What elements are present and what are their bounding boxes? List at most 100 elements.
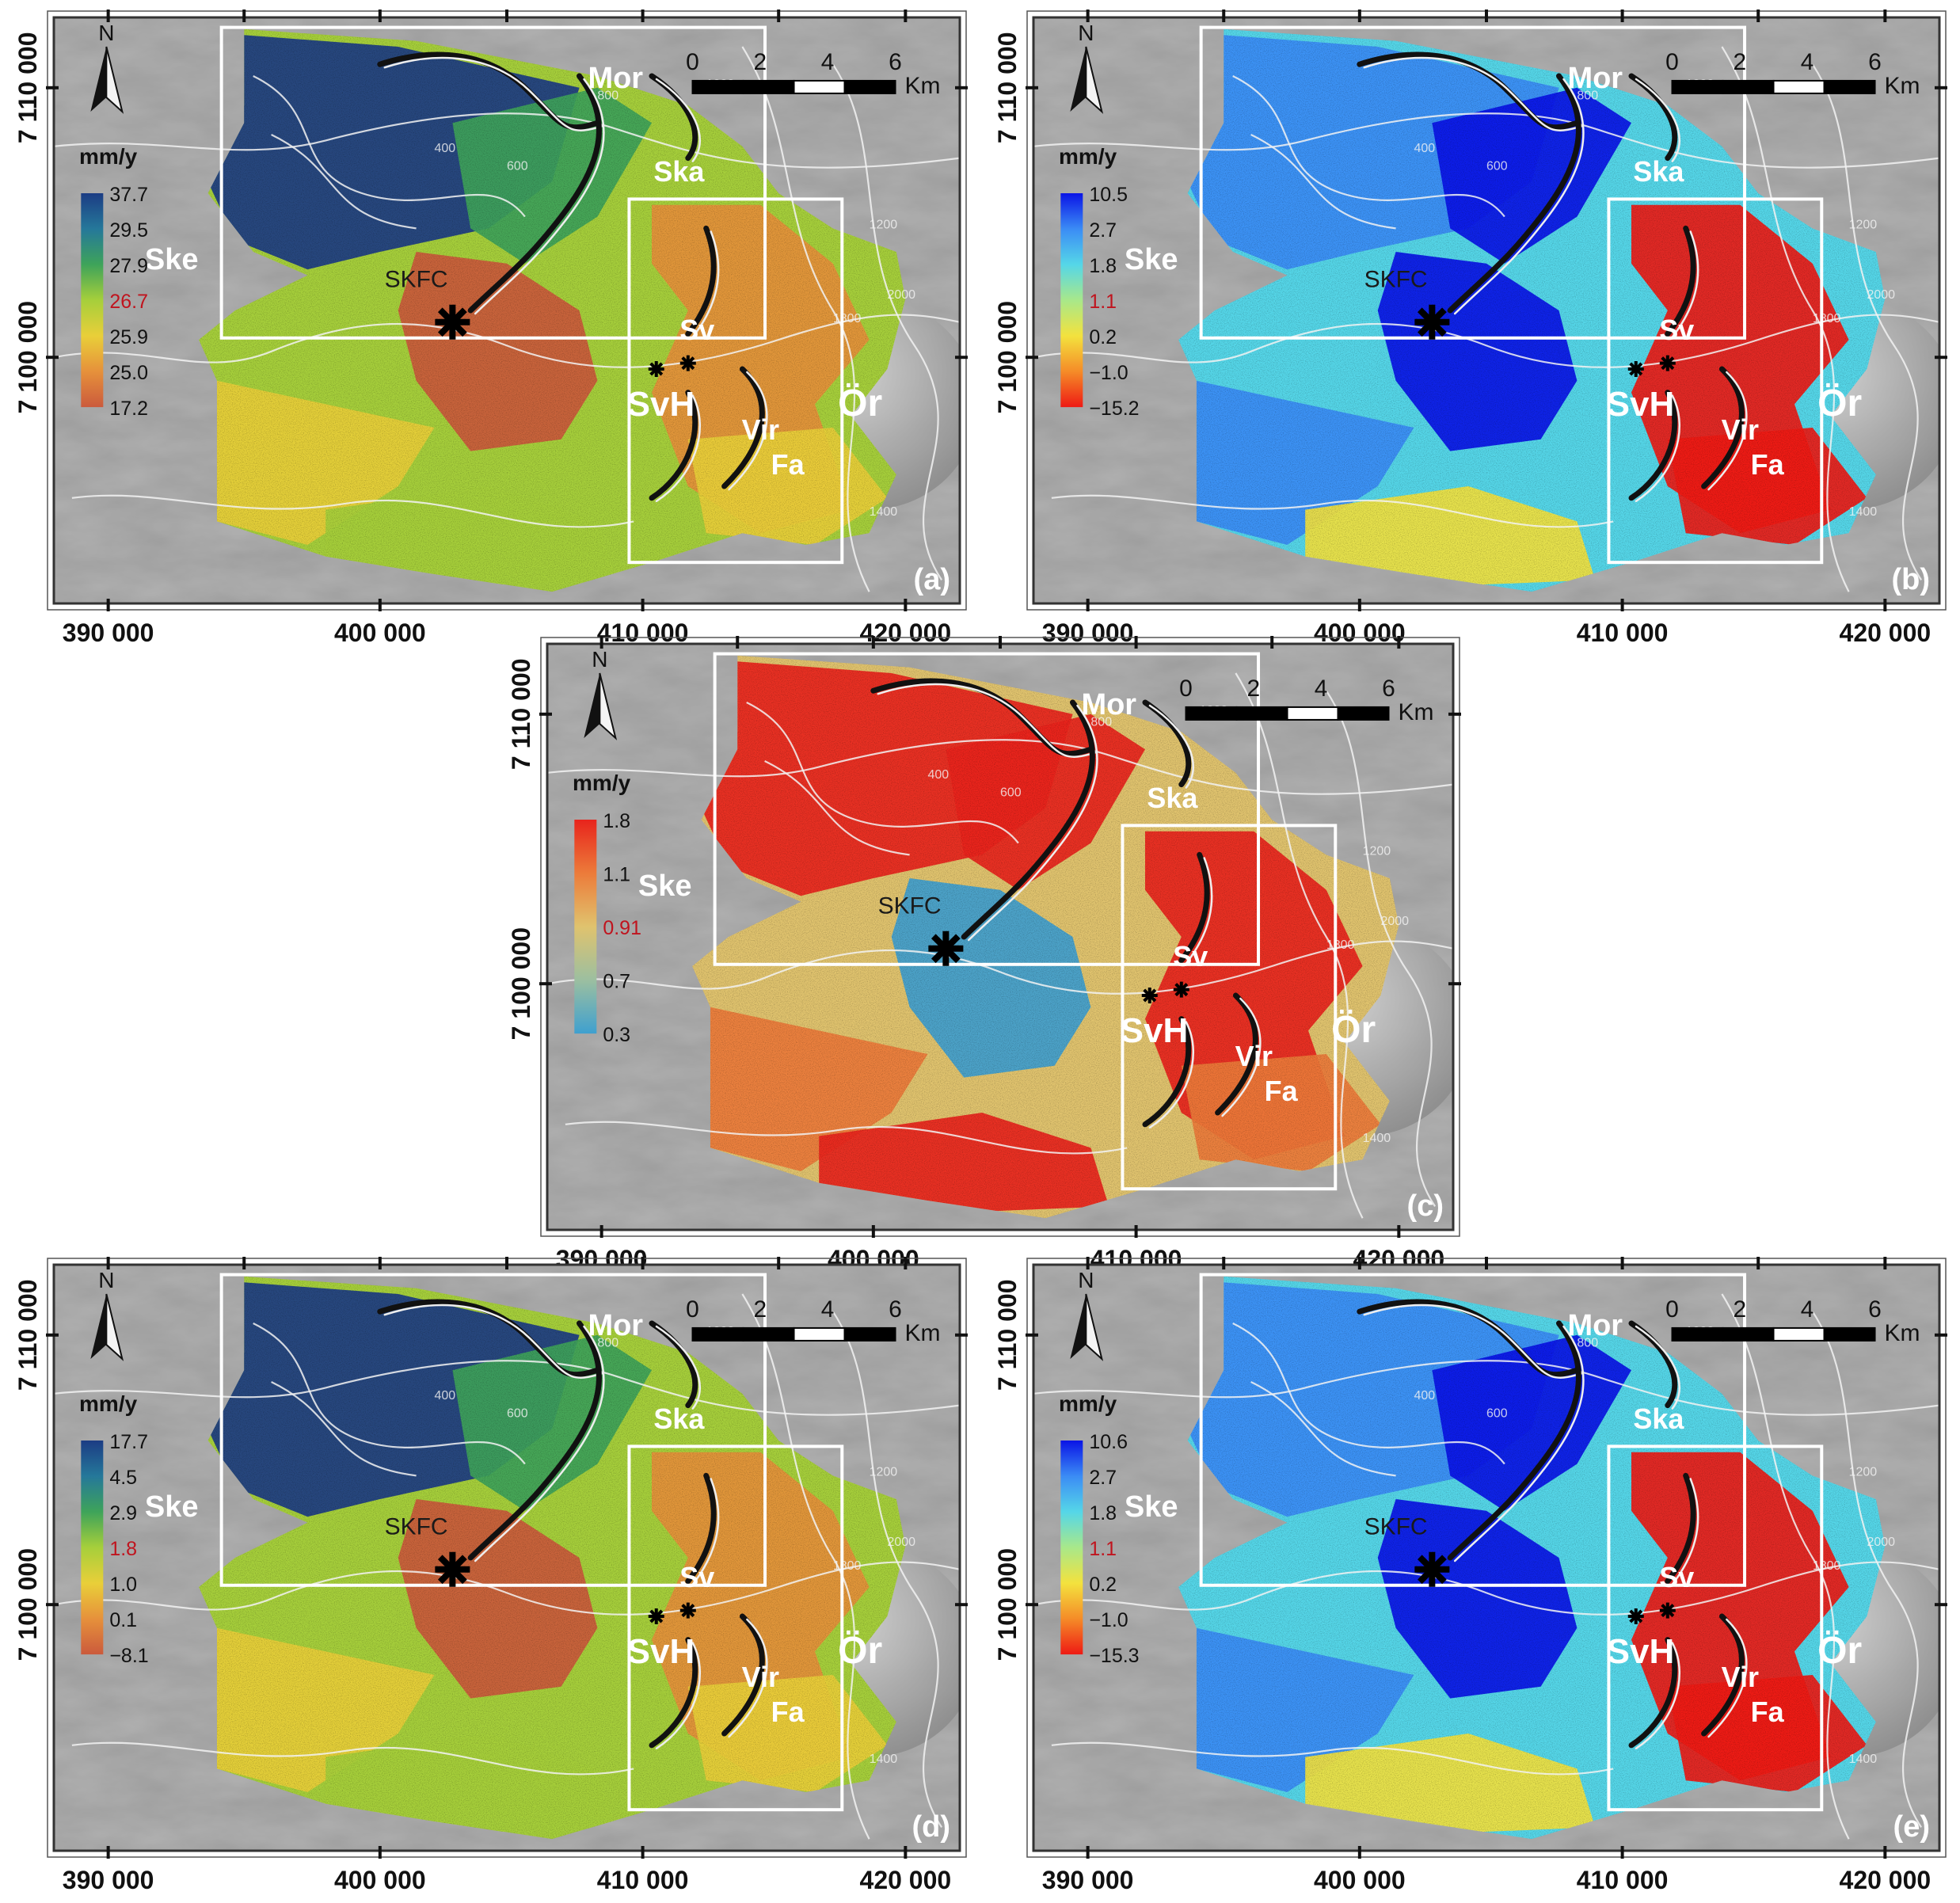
scarp-highlight	[1148, 1021, 1194, 1129]
place-label: Mor	[588, 1309, 643, 1342]
scalebar-segment	[742, 1326, 795, 1342]
scarp-highlight	[1635, 394, 1680, 503]
legend-value: 1.8	[1089, 1502, 1117, 1524]
contour-line	[54, 1561, 960, 1616]
contour-label: 400	[434, 142, 455, 155]
north-arrow-icon: N	[90, 21, 124, 114]
place-label: Ör	[1817, 383, 1862, 424]
place-label: SvH	[627, 385, 695, 424]
scalebar-tick: 2	[1733, 49, 1746, 75]
contour-line	[1325, 690, 1437, 1208]
legend-unit: mm/y	[79, 1391, 138, 1416]
scarp-highlight	[474, 78, 605, 315]
contour-label: 1200	[870, 1465, 898, 1479]
legend-value: 0.1	[109, 1609, 137, 1631]
scalebar-unit: Km	[1399, 699, 1434, 725]
legend-value: 1.1	[1089, 1538, 1117, 1560]
contour-line	[764, 760, 910, 856]
scarp-highlight	[474, 1325, 605, 1562]
scarp-highlight	[691, 230, 720, 338]
station-marker-icon	[1659, 1602, 1676, 1619]
scalebar-tick: 4	[821, 49, 835, 75]
legend-value: 1.8	[109, 1538, 137, 1560]
scalebar-unit: Km	[1885, 73, 1920, 99]
map-panel-b: 40060080010001200140018002000MorSkaSkeSK…	[993, 10, 1947, 647]
contour-label: 800	[1577, 89, 1598, 103]
scarp-highlight	[383, 1304, 603, 1379]
place-label: Ska	[1633, 1403, 1684, 1435]
fault-scarp	[1628, 1637, 1678, 1749]
scalebar-segment	[1823, 79, 1876, 94]
skfc-marker-icon	[1414, 1551, 1450, 1587]
legend-value: −1.0	[1089, 362, 1128, 384]
legend-value: −15.2	[1089, 398, 1139, 420]
legend-value: 10.6	[1089, 1431, 1128, 1453]
contour-label: 2000	[887, 1536, 915, 1549]
place-label: Ska	[1147, 782, 1198, 814]
contour-label: 400	[434, 1389, 455, 1403]
x-tick-label: 410 000	[1577, 618, 1669, 647]
contour-label: 800	[1090, 716, 1112, 729]
contour-line	[253, 1323, 526, 1465]
fault-scarp	[1665, 225, 1696, 337]
x-tick-label: 390 000	[63, 1866, 154, 1894]
scarp-highlight	[1635, 78, 1680, 162]
place-label: Ör	[838, 383, 882, 424]
place-label: Ska	[1633, 155, 1684, 188]
place-label: Sv	[679, 314, 714, 346]
station-marker-icon	[1627, 1608, 1644, 1624]
legend-unit: mm/y	[1059, 144, 1117, 169]
fault-scarp	[721, 1613, 765, 1737]
y-tick-label: 7 110 000	[993, 32, 1022, 144]
scarp-highlight	[655, 1325, 701, 1410]
place-label: Fa	[1265, 1075, 1299, 1107]
place-label: Mor	[1081, 688, 1136, 721]
contour-label: 1400	[1363, 1132, 1391, 1145]
place-label: Ör	[1817, 1630, 1862, 1672]
legend-value: 2.7	[1089, 219, 1117, 242]
study-area-box-small	[627, 197, 844, 565]
contour-label: 600	[1486, 159, 1508, 173]
place-label: Sv	[1173, 940, 1208, 972]
place-label: Vir	[1235, 1040, 1273, 1072]
scarp-highlight	[1148, 704, 1194, 789]
scalebar-tick: 4	[1801, 49, 1814, 75]
place-label: SKFC	[878, 893, 942, 919]
place-label: SvH	[1607, 1632, 1675, 1671]
place-label: Fa	[771, 1696, 805, 1728]
scalebar-segment	[691, 79, 744, 94]
place-label: SKFC	[1364, 266, 1428, 292]
scarp-highlight	[1635, 1325, 1680, 1410]
contour-label: 1800	[1326, 938, 1355, 952]
scalebar-tick: 0	[686, 1296, 699, 1323]
place-label: Ske	[1125, 1490, 1178, 1524]
station-marker-icon	[1141, 988, 1158, 1003]
scalebar-segment	[691, 1326, 744, 1342]
fault-scarp	[1215, 992, 1258, 1116]
fault-scarp	[1447, 73, 1581, 314]
legend-value: 29.5	[109, 219, 148, 242]
y-tick-label: 7 110 000	[507, 659, 535, 771]
north-label: N	[1078, 21, 1094, 45]
contour-label: 1800	[833, 1559, 862, 1573]
scarp-highlight	[1635, 1642, 1680, 1750]
map-panel-c: 40060080010001200140018002000MorSkaSkeSK…	[507, 636, 1461, 1273]
legend-value: 27.9	[109, 255, 148, 277]
scalebar-segment	[1286, 706, 1339, 721]
contour-label: 600	[1486, 1406, 1508, 1420]
contour-label: 600	[507, 1406, 528, 1420]
place-label: Vir	[742, 413, 779, 446]
scalebar-segment	[1772, 1326, 1825, 1342]
north-arrow-icon: N	[1070, 21, 1104, 114]
station-marker-icon	[679, 1602, 696, 1619]
fault-scarp	[721, 366, 765, 489]
fault-scarp	[1628, 390, 1678, 501]
x-tick-label: 420 000	[1840, 1866, 1931, 1894]
legend-value: 0.7	[603, 971, 630, 993]
place-label: SKFC	[1364, 1513, 1428, 1540]
scarp-highlight	[877, 683, 1097, 758]
contour-label: 2000	[1867, 1536, 1895, 1549]
north-arrow-icon: N	[1070, 1268, 1104, 1361]
station-marker-icon	[648, 1608, 664, 1624]
place-label: Sv	[1659, 1561, 1694, 1593]
